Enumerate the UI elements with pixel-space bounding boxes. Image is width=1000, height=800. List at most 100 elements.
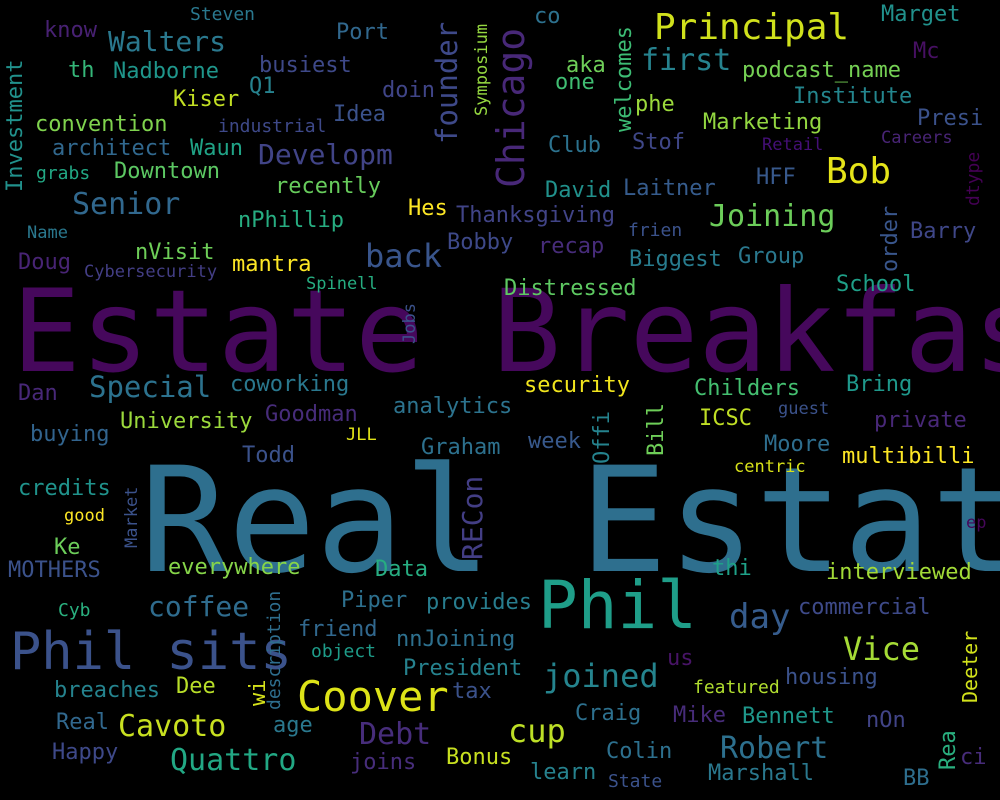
word: Special [89,370,212,404]
word: Downtown [114,159,220,184]
word: joins [350,750,417,775]
word: security [524,373,630,398]
word: credits [18,476,111,501]
word: Institute [793,84,913,109]
word: doin [382,78,435,103]
word: Spinell [306,274,378,294]
word: Barry [910,219,977,244]
word: HFF [756,165,796,190]
word: Bobby [447,230,514,255]
word: multibilli [842,444,975,469]
word: thi [712,556,752,581]
word: Waun [190,136,243,161]
word: State [608,771,663,792]
word: Jobs [400,303,420,344]
word: Port [336,20,389,45]
word: Offi [590,411,615,464]
word: private [874,408,967,433]
word: Presi [917,106,984,131]
word: Marshall [708,761,814,786]
word: Marget [881,2,961,27]
word: podcast_name [742,58,901,83]
word: Thanksgiving [456,203,615,228]
word: BB [903,766,930,791]
word: Coover [297,672,449,721]
word: centric [734,457,806,477]
word: Developm [258,138,393,171]
word: Stof [632,130,685,155]
word: Data [375,557,428,582]
word: good [64,506,105,526]
word: Colin [606,739,673,764]
word: Cavoto [118,709,227,744]
word: Distressed [504,276,637,301]
word: busiest [259,53,352,78]
word: ci [960,745,987,770]
word: nPhillip [238,208,344,233]
word: coworking [230,372,350,397]
word: Cyb [58,600,91,621]
word: Real Estate [140,436,1000,606]
word: Walters [108,25,227,58]
word: Phil [538,567,697,644]
word: Biggest [629,247,722,272]
word: recap [538,234,605,259]
word: ep [966,513,987,533]
word: know [44,18,97,43]
word: friend [298,617,378,642]
word: featured [693,677,780,698]
word: architect [52,136,172,161]
word: co [534,4,561,29]
word: nnJoining [396,627,516,652]
word: Joining [709,199,836,234]
word: Rea [936,730,961,770]
word: Group [738,244,805,269]
word: University [120,409,253,434]
word: Name [27,223,68,243]
word: Retail [762,135,824,155]
word: Mc [913,39,940,64]
word: Marketing [703,110,823,135]
word: Senior [72,187,181,222]
word: MOTHERS [8,558,101,583]
word: joined [543,657,659,695]
word: everywhere [168,555,301,580]
word: Laitner [623,176,716,201]
word: Bennett [742,704,835,729]
word: Quattro [170,743,297,778]
word: Bob [826,151,892,192]
word: Moore [764,432,831,457]
word: nVisit [135,240,215,265]
word: Symposium [472,23,492,116]
word: President [403,656,523,681]
word: analytics [393,394,513,419]
word: David [545,178,612,203]
word: Goodman [265,402,358,427]
word: nOn [866,708,906,733]
word: Graham [421,435,501,460]
word: Debt [359,717,432,752]
word: convention [35,112,168,137]
word: ICSC [699,406,752,431]
word: Kiser [173,87,240,112]
word: guest [778,399,830,419]
word: JLL [346,425,377,445]
word: Dan [18,381,58,406]
word: Hes [408,196,448,221]
word: buying [30,422,110,447]
word: Club [548,133,601,158]
word: industrial [218,116,327,137]
word: Real [56,710,109,735]
word: aka [566,53,606,78]
word: Estate Breakfast [12,265,1000,398]
word: provides [426,590,532,615]
word: mantra [232,252,312,277]
word: first [641,43,732,78]
word: wi [246,679,271,707]
word: Q1 [249,74,276,99]
word: th [68,58,95,83]
word: back [365,237,443,275]
word: Doug [18,250,71,275]
word: phe [635,92,675,117]
word: Childers [694,376,800,401]
